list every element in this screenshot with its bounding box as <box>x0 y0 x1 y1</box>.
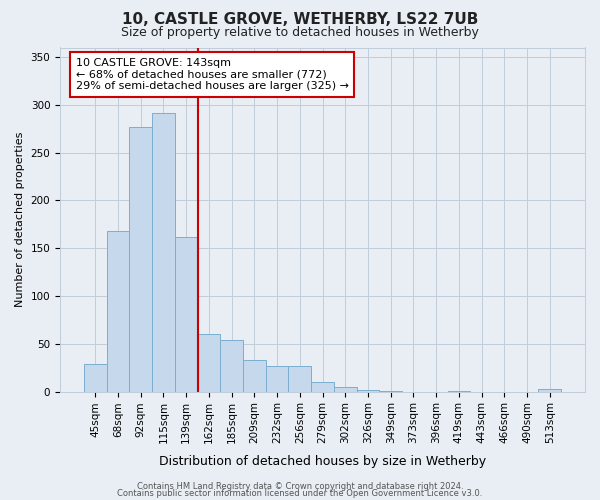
X-axis label: Distribution of detached houses by size in Wetherby: Distribution of detached houses by size … <box>159 454 486 468</box>
Bar <box>356 390 379 392</box>
Text: Contains HM Land Registry data © Crown copyright and database right 2024.: Contains HM Land Registry data © Crown c… <box>137 482 463 491</box>
Bar <box>220 340 243 392</box>
Bar <box>266 366 289 392</box>
Bar <box>84 364 107 392</box>
Bar <box>243 360 266 392</box>
Text: 10 CASTLE GROVE: 143sqm
← 68% of detached houses are smaller (772)
29% of semi-d: 10 CASTLE GROVE: 143sqm ← 68% of detache… <box>76 58 349 91</box>
Bar <box>152 114 175 392</box>
Bar <box>334 387 356 392</box>
Bar <box>197 334 220 392</box>
Bar <box>130 127 152 392</box>
Bar <box>448 390 470 392</box>
Bar <box>107 231 130 392</box>
Text: Contains public sector information licensed under the Open Government Licence v3: Contains public sector information licen… <box>118 489 482 498</box>
Text: 10, CASTLE GROVE, WETHERBY, LS22 7UB: 10, CASTLE GROVE, WETHERBY, LS22 7UB <box>122 12 478 28</box>
Bar <box>311 382 334 392</box>
Text: Size of property relative to detached houses in Wetherby: Size of property relative to detached ho… <box>121 26 479 39</box>
Bar <box>538 388 561 392</box>
Bar <box>175 236 197 392</box>
Y-axis label: Number of detached properties: Number of detached properties <box>15 132 25 307</box>
Bar <box>289 366 311 392</box>
Bar <box>379 390 402 392</box>
